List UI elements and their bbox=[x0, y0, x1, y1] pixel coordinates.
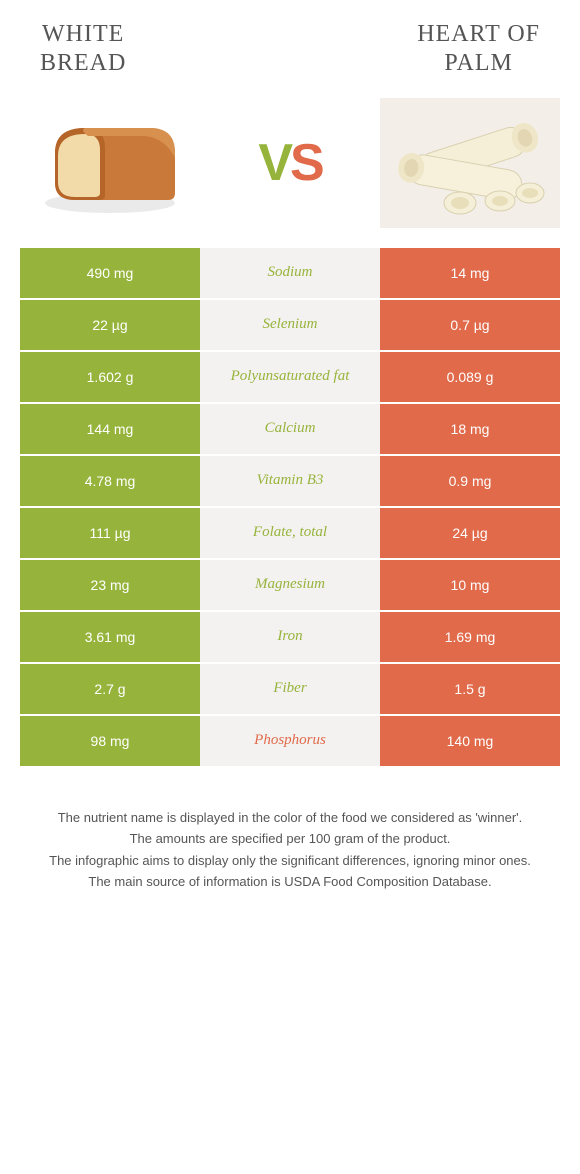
footer-line: The infographic aims to display only the… bbox=[30, 851, 550, 871]
title-left: WHITEBREAD bbox=[40, 20, 126, 78]
nutrient-label: Selenium bbox=[200, 300, 380, 350]
nutrient-label: Vitamin B3 bbox=[200, 456, 380, 506]
nutrient-label: Phosphorus bbox=[200, 716, 380, 766]
right-value: 0.089 g bbox=[380, 352, 560, 402]
palm-icon bbox=[385, 103, 555, 223]
right-value: 14 mg bbox=[380, 248, 560, 298]
right-value: 24 µg bbox=[380, 508, 560, 558]
image-row: VS bbox=[0, 88, 580, 248]
palm-image bbox=[380, 98, 560, 228]
nutrient-label: Calcium bbox=[200, 404, 380, 454]
header: WHITEBREAD HEART OFPALM bbox=[0, 0, 580, 88]
table-row: 2.7 gFiber1.5 g bbox=[20, 664, 560, 714]
comparison-table: 490 mgSodium14 mg22 µgSelenium0.7 µg1.60… bbox=[0, 248, 580, 766]
left-value: 2.7 g bbox=[20, 664, 200, 714]
table-row: 4.78 mgVitamin B30.9 mg bbox=[20, 456, 560, 506]
table-row: 98 mgPhosphorus140 mg bbox=[20, 716, 560, 766]
title-right: HEART OFPALM bbox=[417, 20, 540, 78]
left-value: 98 mg bbox=[20, 716, 200, 766]
table-row: 111 µgFolate, total24 µg bbox=[20, 508, 560, 558]
nutrient-label: Magnesium bbox=[200, 560, 380, 610]
left-value: 144 mg bbox=[20, 404, 200, 454]
table-row: 22 µgSelenium0.7 µg bbox=[20, 300, 560, 350]
left-value: 22 µg bbox=[20, 300, 200, 350]
right-value: 10 mg bbox=[380, 560, 560, 610]
nutrient-label: Fiber bbox=[200, 664, 380, 714]
table-row: 144 mgCalcium18 mg bbox=[20, 404, 560, 454]
left-value: 111 µg bbox=[20, 508, 200, 558]
table-row: 3.61 mgIron1.69 mg bbox=[20, 612, 560, 662]
footer-line: The nutrient name is displayed in the co… bbox=[30, 808, 550, 828]
footer-line: The amounts are specified per 100 gram o… bbox=[30, 829, 550, 849]
bread-image bbox=[20, 98, 200, 228]
vs-v: V bbox=[258, 134, 290, 192]
vs-badge: VS bbox=[258, 133, 321, 193]
table-row: 490 mgSodium14 mg bbox=[20, 248, 560, 298]
right-value: 18 mg bbox=[380, 404, 560, 454]
left-value: 23 mg bbox=[20, 560, 200, 610]
right-value: 0.7 µg bbox=[380, 300, 560, 350]
nutrient-label: Sodium bbox=[200, 248, 380, 298]
table-row: 23 mgMagnesium10 mg bbox=[20, 560, 560, 610]
right-value: 0.9 mg bbox=[380, 456, 560, 506]
right-value: 1.69 mg bbox=[380, 612, 560, 662]
right-value: 1.5 g bbox=[380, 664, 560, 714]
nutrient-label: Iron bbox=[200, 612, 380, 662]
table-row: 1.602 gPolyunsaturated fat0.089 g bbox=[20, 352, 560, 402]
left-value: 4.78 mg bbox=[20, 456, 200, 506]
footer-notes: The nutrient name is displayed in the co… bbox=[0, 768, 580, 914]
left-value: 490 mg bbox=[20, 248, 200, 298]
bread-icon bbox=[30, 108, 190, 218]
vs-s: S bbox=[290, 134, 322, 192]
right-value: 140 mg bbox=[380, 716, 560, 766]
nutrient-label: Polyunsaturated fat bbox=[200, 352, 380, 402]
left-value: 3.61 mg bbox=[20, 612, 200, 662]
footer-line: The main source of information is USDA F… bbox=[30, 872, 550, 892]
nutrient-label: Folate, total bbox=[200, 508, 380, 558]
left-value: 1.602 g bbox=[20, 352, 200, 402]
